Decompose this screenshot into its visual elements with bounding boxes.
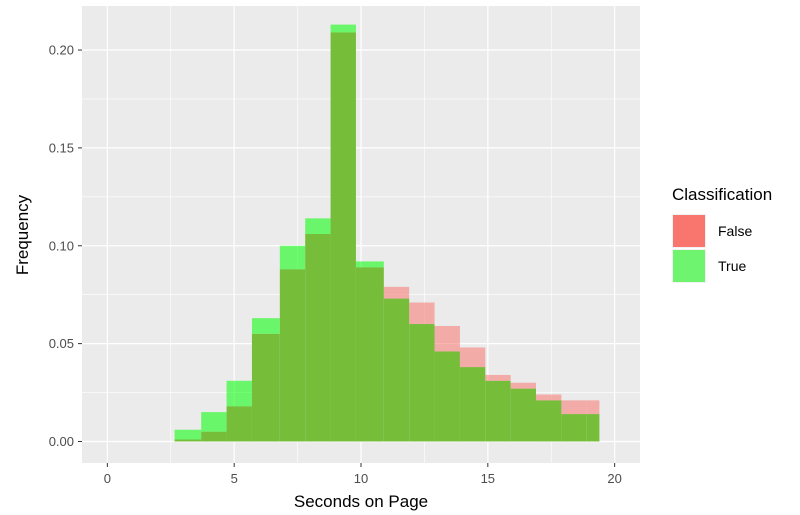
bar-true [251,318,280,334]
bar-true [305,218,331,235]
bar-overlap [383,298,410,442]
bar-true [279,245,306,270]
y-axis-ticks: 0.00 0.05 0.10 0.15 0.20 [49,43,82,449]
legend-label-true: True [718,258,746,274]
legend-label-false: False [718,223,752,239]
y-tick-label: 0.00 [49,434,74,449]
bar-false [510,382,537,389]
bar-overlap [586,414,600,442]
bar-overlap [305,234,331,442]
bar-false [536,394,562,401]
x-tick-label: 15 [481,471,495,486]
bar-overlap [459,367,486,442]
bar-overlap [174,439,202,442]
x-axis-title: Seconds on Page [294,492,428,511]
legend-title: Classification [672,185,772,204]
bar-false [434,325,460,352]
bar-overlap [251,333,280,442]
y-axis-title: Frequency [13,194,32,275]
y-tick-label: 0.10 [49,238,74,253]
y-tick-label: 0.20 [49,43,74,58]
bar-true [201,412,227,432]
bar-overlap [409,324,435,442]
bar-overlap [485,380,511,442]
y-tick-label: 0.05 [49,336,74,351]
bar-false [586,400,600,415]
bar-overlap [561,414,587,442]
bar-overlap [330,32,356,442]
x-tick-label: 10 [354,471,368,486]
bar-true [226,380,252,407]
legend-swatch-false [673,215,705,247]
legend: Classification False True [672,185,772,283]
bar-overlap [510,388,537,442]
bar-false [459,347,486,368]
histogram-bars [174,24,600,442]
bar-true [355,261,384,268]
bar-overlap [226,406,252,442]
bar-overlap [279,269,306,442]
bar-true [174,429,202,440]
bar-overlap [434,351,460,442]
x-tick-label: 5 [231,471,238,486]
x-tick-label: 20 [607,471,621,486]
bar-false [561,400,587,415]
bar-overlap [201,431,227,442]
bar-false [383,286,410,299]
y-tick-label: 0.15 [49,140,74,155]
bar-false [409,302,435,325]
x-tick-label: 0 [104,471,111,486]
bar-true [330,24,356,33]
legend-swatch-true [673,250,705,282]
x-axis-ticks: 0 5 10 15 20 [104,463,622,486]
bar-false [485,374,511,381]
bar-overlap [536,400,562,442]
bar-overlap [355,267,384,442]
